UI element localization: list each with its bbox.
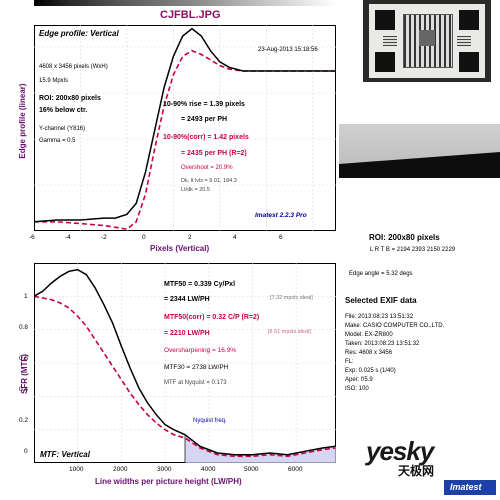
edge-date: 23-Aug-2013 15:18:56 [258, 47, 318, 53]
mtf50-lw-text: = 2344 LW/PH [164, 296, 210, 303]
edge-plot-frame [34, 25, 336, 231]
pixels-line: 4608 x 3456 pixels (WxH) [39, 64, 108, 70]
mtf-xtick: 1000 [69, 466, 84, 473]
gray-gradient-bar [34, 0, 336, 6]
exif-row: Exp: 0.025 s (1/40) [345, 368, 396, 374]
roi-text: ROI: 200x80 pixels [39, 95, 101, 102]
mtf-ytick: 0.4 [19, 386, 29, 393]
edge-measured-line [34, 27, 336, 223]
exif-row: Aper: f/5.9 [345, 377, 373, 383]
edge-profile-plot [34, 25, 336, 231]
mtf-nyquist-text: MTF at Nyquist = 0.173 [164, 380, 227, 386]
edge-xtick: 6 [279, 234, 283, 241]
channel-text: Y-channel (Y816) [39, 126, 86, 132]
edge-xtick: 4 [233, 234, 237, 241]
chart-thumbnail [363, 0, 491, 82]
imatest-logo: Imatest [444, 480, 496, 495]
version-label: Imatest 2.2.3 Pro [255, 212, 307, 219]
mtf-xtick: 2000 [113, 466, 128, 473]
mtf-xtick: 3000 [157, 466, 172, 473]
exif-row: Model: EX-ZR800 [345, 332, 393, 338]
mtf-xtick: 5000 [244, 466, 259, 473]
mtf50-text: MTF50 = 0.339 Cy/Pxl [164, 281, 236, 288]
mtf-ylabel: SFR (MTF) [20, 354, 29, 394]
rise-text: 10-90% rise = 1.39 pixels [163, 101, 245, 108]
exif-row: Make: CASIO COMPUTER CO.,LTD. [345, 323, 445, 329]
nyquist-label: Nyquist freq. [193, 418, 227, 424]
edge-xtick: 2 [188, 234, 192, 241]
oversharp-text: Oversharpening = 16.9% [164, 347, 237, 354]
rise-corr-ph-text: = 2435 per PH (R=2) [181, 150, 247, 157]
mpxls: 15.9 Mpxls [39, 78, 69, 84]
exif-row: Taken: 2013:08:23 13:51:32 [345, 341, 420, 347]
overshoot-text: Overshoot = 20.9% [181, 165, 233, 171]
mtf-corrected-line [34, 295, 336, 458]
mtf-ytick: 0.2 [19, 417, 29, 424]
mtf-ytick: 1 [24, 293, 28, 300]
roi-title: ROI: 200x80 pixels [369, 233, 440, 242]
mtf-plot [34, 263, 336, 463]
rise-ph-text: = 2493 per PH [181, 116, 228, 123]
exif-row: ISO: 100 [345, 386, 369, 392]
mtf-measured-line [34, 268, 336, 456]
dk-lvls-text: Dk, lt lvls = 9.01, 184.3 [181, 178, 237, 184]
mtf50-ideal: [7.32 mpxls ideal] [270, 295, 313, 301]
exif-title: Selected EXIF data [345, 296, 417, 305]
exif-row: Res: 4608 x 3456 [345, 350, 393, 356]
yesky-watermark: yesky [366, 436, 434, 466]
file-title: CJFBL.JPG [160, 9, 221, 21]
tianji-watermark: 天极网 [398, 464, 435, 478]
edge-angle: Edge angle = 5.32 degs [349, 271, 413, 277]
exif-row: FL: [345, 359, 354, 365]
mtf30-text: MTF30 = 2738 LW/PH [164, 364, 229, 371]
edge-xtick: -2 [101, 234, 107, 241]
gamma-text: Gamma = 0.5 [39, 138, 76, 144]
edge-xtick: 0 [142, 234, 146, 241]
mtf-xtick: 4000 [201, 466, 216, 473]
exif-row: File: 2013:08:23 13:51:32 [345, 314, 414, 320]
edge-ylabel: Edge profile (linear) [18, 83, 27, 159]
edge-xlabel: Pixels (Vertical) [150, 244, 210, 253]
mtf-xlabel: Line widths per picture height (LW/PH) [95, 477, 242, 486]
roi-lrtb: L R T B = 2194 2393 2150 2229 [370, 247, 456, 253]
lt-dk-text: Lt/dk = 20.5 [181, 187, 210, 193]
below-ctr: 16% below ctr. [39, 107, 88, 114]
roi-crop-image [339, 124, 500, 178]
mtf-ytick: 0 [24, 448, 28, 455]
mtf-ytick: 0.6 [19, 355, 29, 362]
edge-xtick: -6 [29, 234, 35, 241]
mtf50corr-lw-text: = 2210 LW/PH [164, 330, 210, 337]
mtf-ytick: 0.8 [19, 324, 29, 331]
mtf50corr-text: MTF50(corr) = 0.32 C/P (R=2) [164, 314, 260, 321]
edge-xtick: -4 [65, 234, 71, 241]
mtf50corr-ideal: [6.51 mpxls ideal] [268, 329, 311, 335]
rise-corr-text: 10-90%(corr) = 1.42 pixels [163, 134, 249, 141]
edge-heading: Edge profile: Vertical [39, 29, 119, 38]
mtf-mode: MTF: Vertical [40, 450, 90, 459]
mtf-xtick: 6000 [288, 466, 303, 473]
